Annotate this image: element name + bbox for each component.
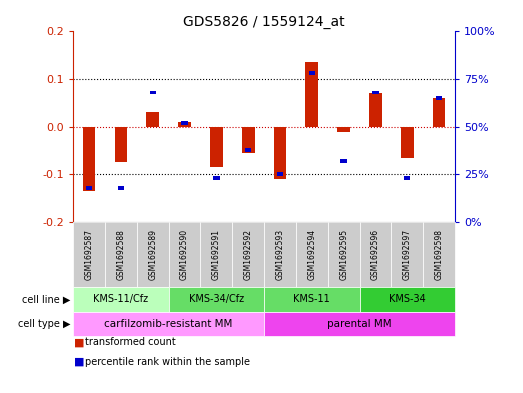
Bar bbox=[277, 173, 283, 176]
Bar bbox=[436, 96, 442, 100]
Bar bbox=[274, 127, 287, 179]
Text: KMS-34/Cfz: KMS-34/Cfz bbox=[189, 294, 244, 304]
Text: GSM1692590: GSM1692590 bbox=[180, 229, 189, 280]
Text: cell type ▶: cell type ▶ bbox=[18, 319, 71, 329]
Bar bbox=[337, 127, 350, 132]
Bar bbox=[401, 127, 414, 158]
Text: KMS-11/Cfz: KMS-11/Cfz bbox=[94, 294, 149, 304]
Text: KMS-34: KMS-34 bbox=[389, 294, 426, 304]
Text: ■: ■ bbox=[74, 357, 85, 367]
Bar bbox=[86, 186, 93, 190]
Text: ■: ■ bbox=[74, 337, 85, 347]
Text: percentile rank within the sample: percentile rank within the sample bbox=[85, 357, 249, 367]
Bar bbox=[178, 122, 191, 127]
Bar bbox=[115, 127, 127, 162]
Text: GSM1692594: GSM1692594 bbox=[308, 229, 316, 280]
Text: GSM1692596: GSM1692596 bbox=[371, 229, 380, 280]
Text: GSM1692588: GSM1692588 bbox=[117, 229, 126, 280]
Text: carfilzomib-resistant MM: carfilzomib-resistant MM bbox=[105, 319, 233, 329]
Bar bbox=[433, 98, 446, 127]
Text: GSM1692593: GSM1692593 bbox=[276, 229, 285, 280]
Text: transformed count: transformed count bbox=[85, 337, 176, 347]
Bar bbox=[369, 94, 382, 127]
Bar bbox=[150, 90, 156, 94]
Bar bbox=[242, 127, 255, 153]
Text: GSM1692589: GSM1692589 bbox=[148, 229, 157, 280]
Bar bbox=[372, 90, 379, 94]
Text: parental MM: parental MM bbox=[327, 319, 392, 329]
Bar bbox=[340, 159, 347, 163]
Bar bbox=[305, 62, 318, 127]
Text: cell line ▶: cell line ▶ bbox=[22, 294, 71, 304]
Bar bbox=[404, 176, 411, 180]
Bar bbox=[309, 72, 315, 75]
Text: GSM1692595: GSM1692595 bbox=[339, 229, 348, 280]
Bar bbox=[181, 121, 188, 125]
Text: GSM1692587: GSM1692587 bbox=[85, 229, 94, 280]
Text: GSM1692591: GSM1692591 bbox=[212, 229, 221, 280]
Text: GSM1692598: GSM1692598 bbox=[435, 229, 444, 280]
Bar bbox=[118, 186, 124, 190]
Bar bbox=[213, 176, 220, 180]
Text: GSM1692597: GSM1692597 bbox=[403, 229, 412, 280]
Bar bbox=[146, 112, 159, 127]
Text: GSM1692592: GSM1692592 bbox=[244, 229, 253, 280]
Bar bbox=[245, 148, 252, 152]
Text: KMS-11: KMS-11 bbox=[293, 294, 330, 304]
Bar bbox=[83, 127, 96, 191]
Title: GDS5826 / 1559124_at: GDS5826 / 1559124_at bbox=[183, 15, 345, 29]
Bar bbox=[210, 127, 223, 167]
